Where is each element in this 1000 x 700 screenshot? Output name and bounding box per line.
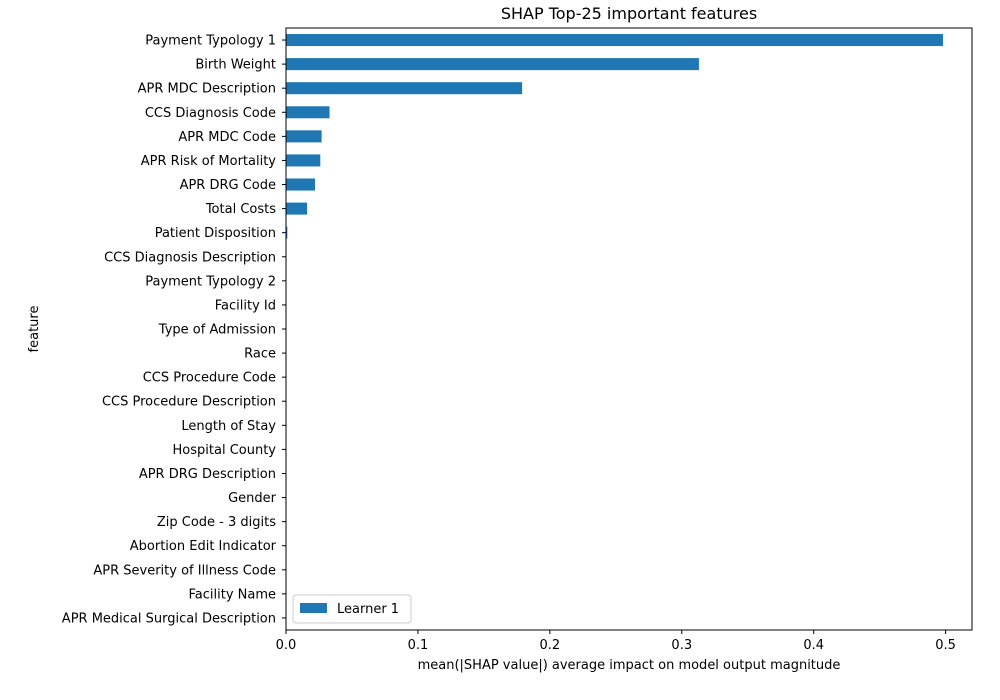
y-axis-title: feature: [27, 306, 42, 353]
y-tick-label: APR DRG Code: [180, 178, 276, 193]
y-tick-label: APR Medical Surgical Description: [62, 611, 276, 626]
y-tick-label: Patient Disposition: [155, 226, 276, 241]
legend-label: Learner 1: [337, 602, 399, 617]
x-axis-ticks: 0.0 0.1 0.2 0.3 0.4 0.5: [276, 630, 956, 653]
y-tick-label: APR DRG Description: [139, 467, 276, 482]
bar-2: [286, 82, 523, 95]
legend: Learner 1: [292, 594, 412, 624]
y-tick-label: CCS Diagnosis Description: [104, 250, 276, 265]
y-tick-label: Total Costs: [205, 202, 276, 217]
y-tick-label: APR MDC Code: [178, 130, 276, 145]
x-axis-title: mean(|SHAP value|) average impact on mod…: [418, 658, 841, 673]
y-tick-label: Facility Id: [215, 298, 276, 313]
y-tick-label: APR Severity of Illness Code: [93, 563, 276, 578]
y-tick-label: Type of Admission: [158, 323, 276, 338]
bar-6: [286, 178, 316, 191]
bar-7: [286, 202, 308, 215]
y-tick-label: Hospital County: [173, 443, 277, 458]
x-tick-label: 0.3: [671, 638, 692, 653]
y-axis-ticks: Payment Typology 1 Birth Weight APR MDC De…: [62, 34, 286, 626]
y-tick-label: CCS Procedure Description: [102, 395, 276, 410]
y-tick-label: Abortion Edit Indicator: [130, 539, 277, 554]
bar-3: [286, 106, 330, 119]
y-tick-label: Payment Typology 2: [145, 274, 276, 289]
bar-8: [286, 226, 288, 239]
bar-5: [286, 154, 321, 167]
y-tick-label: Payment Typology 1: [145, 34, 276, 49]
y-tick-label: Race: [244, 347, 276, 362]
chart-title: SHAP Top-25 important features: [501, 4, 757, 23]
y-tick-label: Facility Name: [188, 587, 276, 602]
bar-4: [286, 130, 322, 143]
bars-layer: [286, 34, 943, 528]
x-tick-label: 0.5: [935, 638, 956, 653]
x-tick-label: 0.2: [540, 638, 561, 653]
y-tick-label: APR Risk of Mortality: [141, 154, 277, 169]
x-tick-label: 0.4: [803, 638, 824, 653]
y-tick-label: Gender: [228, 491, 277, 506]
x-tick-label: 0.0: [276, 638, 297, 653]
bar-0: [286, 34, 943, 47]
y-tick-label: APR MDC Description: [138, 82, 276, 97]
x-tick-label: 0.1: [408, 638, 429, 653]
y-tick-label: Length of Stay: [181, 419, 276, 434]
y-tick-label: CCS Diagnosis Code: [145, 106, 276, 121]
plot-frame: [285, 27, 973, 631]
bar-1: [286, 58, 699, 71]
legend-frame: [292, 594, 412, 624]
legend-swatch: [300, 603, 327, 613]
y-tick-label: CCS Procedure Code: [143, 371, 276, 386]
y-tick-label: Zip Code - 3 digits: [157, 515, 276, 530]
y-tick-label: Birth Weight: [195, 58, 276, 73]
